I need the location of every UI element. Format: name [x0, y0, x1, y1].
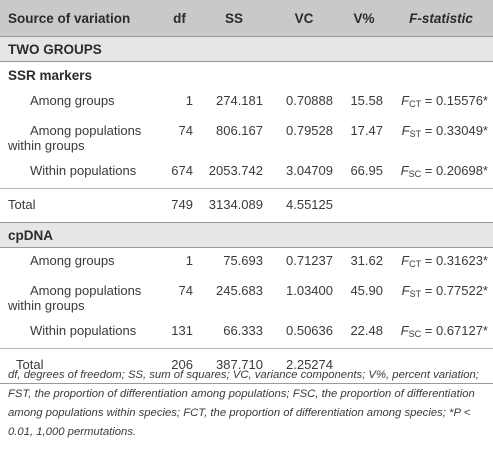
- row-df: 131: [171, 323, 193, 338]
- total-label: Total: [0, 348, 160, 384]
- header-vc: VC: [269, 0, 339, 37]
- total-vc: 4.55125: [269, 188, 339, 223]
- row-ss: 75.693: [223, 253, 263, 268]
- total-vc: 2.25274: [269, 348, 339, 384]
- row-ss: 274.181: [216, 93, 263, 108]
- total-vpct-empty: [339, 188, 389, 223]
- header-ss: SS: [199, 0, 269, 37]
- row-source: Among populations within groups: [8, 283, 142, 313]
- row-source: Among groups: [30, 93, 115, 108]
- row-vpct: 17.47: [350, 123, 383, 138]
- row-ss: 66.333: [223, 323, 263, 338]
- total-row: Total 749 3134.089 4.55125: [0, 188, 493, 223]
- total-df: 749: [160, 188, 199, 223]
- row-source: Among groups: [30, 253, 115, 268]
- row-vpct: 15.58: [350, 93, 383, 108]
- row-df: 1: [185, 93, 193, 108]
- table-row: Among groups 1 75.693 0.71237 31.62 FCT …: [0, 248, 493, 279]
- section-title: cpDNA: [0, 222, 493, 248]
- total-fstat-empty: [389, 188, 493, 223]
- row-df: 1: [185, 253, 193, 268]
- section-title: TWO GROUPS: [0, 36, 493, 62]
- row-vc: 0.50636: [286, 323, 333, 338]
- row-fstat: FCT = 0.31623*: [401, 253, 488, 269]
- row-fstat: FSC = 0.67127*: [400, 323, 488, 339]
- section-header-cpdna: cpDNA: [0, 222, 493, 248]
- header-source: Source of variation: [0, 0, 160, 37]
- table-row: Within populations 674 2053.742 3.04709 …: [0, 158, 493, 189]
- header-row: Source of variation df SS VC V% F-statis…: [0, 0, 493, 37]
- row-vpct: 66.95: [350, 163, 383, 178]
- row-ss: 806.167: [216, 123, 263, 138]
- table-row: Among populations within groups 74 806.16…: [0, 118, 493, 158]
- table-row: Among groups 1 274.181 0.70888 15.58 FCT…: [0, 88, 493, 118]
- row-df: 74: [178, 123, 193, 138]
- row-vc: 3.04709: [286, 163, 333, 178]
- row-source: Within populations: [30, 163, 137, 178]
- header-df: df: [160, 0, 199, 37]
- row-df: 674: [171, 163, 193, 178]
- row-vc: 0.71237: [286, 253, 333, 268]
- row-fstat: FST = 0.77522*: [401, 283, 488, 299]
- section-header-two-groups: TWO GROUPS: [0, 36, 493, 62]
- amova-table: Source of variation df SS VC V% F-statis…: [0, 0, 493, 384]
- total-df: 206: [160, 348, 199, 384]
- row-fstat: FST = 0.33049*: [401, 123, 488, 139]
- row-vpct: 31.62: [350, 253, 383, 268]
- subsection-title: SSR markers: [8, 67, 93, 83]
- total-ss: 3134.089: [199, 188, 269, 223]
- row-source: Within populations: [30, 323, 137, 338]
- row-vc: 0.79528: [286, 123, 333, 138]
- row-ss: 245.683: [216, 283, 263, 298]
- total-label: Total: [0, 188, 160, 223]
- row-source: Among populations within groups: [8, 123, 142, 153]
- total-ss: 387.710: [199, 348, 269, 384]
- total-fstat-empty: [389, 348, 493, 384]
- header-fstat: F-statistic: [389, 0, 493, 37]
- row-vpct: 45.90: [350, 283, 383, 298]
- row-df: 74: [178, 283, 193, 298]
- row-ss: 2053.742: [208, 163, 263, 178]
- row-fstat: FCT = 0.15576*: [401, 93, 488, 109]
- row-vc: 0.70888: [286, 93, 333, 108]
- row-vc: 1.03400: [286, 283, 333, 298]
- row-fstat: FSC = 0.20698*: [400, 163, 488, 179]
- table-footnote: df, degrees of freedom; SS, sum of squar…: [8, 369, 479, 438]
- subsection-header-ssr: SSR markers: [0, 62, 493, 89]
- header-vpct: V%: [339, 0, 389, 37]
- total-vpct-empty: [339, 348, 389, 384]
- row-vpct: 22.48: [350, 323, 383, 338]
- table-row: Among populations within groups 74 245.68…: [0, 278, 493, 318]
- total-row: Total 206 387.710 2.25274: [0, 348, 493, 384]
- table-row: Within populations 131 66.333 0.50636 22…: [0, 318, 493, 349]
